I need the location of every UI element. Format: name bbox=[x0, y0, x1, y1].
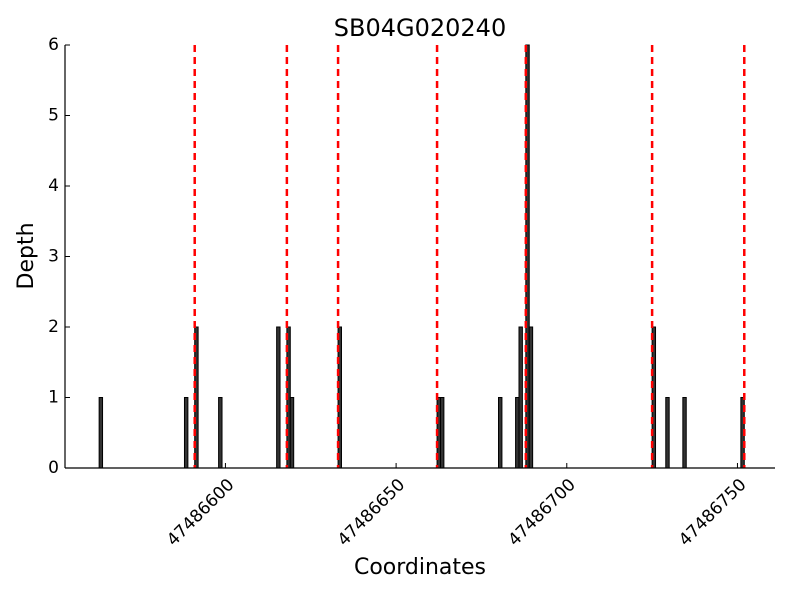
y-tick-label: 1 bbox=[48, 388, 59, 408]
bar bbox=[515, 397, 520, 469]
y-tick-label: 2 bbox=[48, 317, 59, 337]
chart-title: SB04G020240 bbox=[334, 14, 506, 42]
y-tick-label: 0 bbox=[48, 458, 59, 478]
y-tick-label: 4 bbox=[48, 176, 59, 196]
bar bbox=[218, 397, 223, 469]
y-axis-label: Depth bbox=[14, 222, 39, 289]
x-axis-label: Coordinates bbox=[354, 555, 486, 580]
bar bbox=[276, 326, 281, 469]
bar bbox=[682, 397, 687, 469]
bar bbox=[289, 397, 295, 469]
bar bbox=[439, 397, 445, 469]
bar bbox=[98, 397, 104, 469]
bar bbox=[528, 326, 534, 469]
bar bbox=[183, 397, 189, 469]
y-tick-label: 5 bbox=[48, 106, 59, 126]
y-tick-label: 6 bbox=[48, 35, 59, 55]
bar bbox=[665, 397, 670, 469]
y-tick-label: 3 bbox=[48, 247, 59, 267]
bar bbox=[498, 397, 503, 469]
bar bbox=[518, 326, 523, 469]
